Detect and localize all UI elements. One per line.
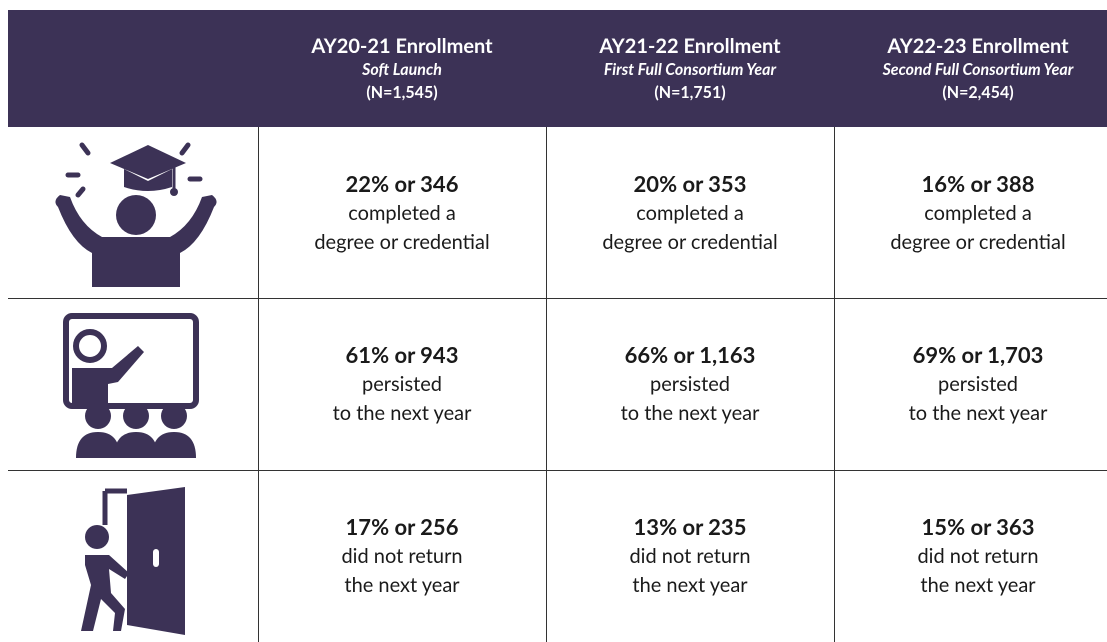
header-title: AY22-23 Enrollment [887,33,1069,58]
cell-text: did not return [629,543,751,568]
header-subtitle: First Full Consortium Year [603,59,777,79]
table-cell: 15% or 363 did not return the next year [834,470,1107,641]
cell-headline: 16% or 388 [921,169,1035,197]
cell-text: persisted [938,371,1018,396]
cell-text: completed a [636,200,744,225]
cell-headline: 61% or 943 [345,340,459,368]
table-cell: 22% or 346 completed a degree or credentia… [258,127,546,298]
header-title: AY20-21 Enrollment [311,33,493,58]
cell-headline: 17% or 256 [345,512,459,540]
cell-text: completed a [924,200,1032,225]
table-cell: 66% or 1,163 persisted to the next year [546,298,834,469]
header-subtitle: Soft Launch [362,59,442,79]
table-cell: 69% or 1,703 persisted to the next year [834,298,1107,469]
cell-headline: 69% or 1,703 [912,340,1044,368]
header-title: AY21-22 Enrollment [599,33,781,58]
header-cell: AY22-23 Enrollment Second Full Consortium… [834,10,1107,127]
table-cell: 13% or 235 did not return the next year [546,470,834,641]
cell-text: did not return [341,543,463,568]
cell-headline: 13% or 235 [633,512,747,540]
cell-text: to the next year [620,400,760,425]
column-divider [258,127,259,642]
cell-text: the next year [344,572,460,597]
table-cell: 17% or 256 did not return the next year [258,470,546,641]
row-divider [8,298,1107,299]
header-subtitle: Second Full Consortium Year [882,59,1074,79]
cell-text: did not return [917,543,1039,568]
cell-headline: 22% or 346 [345,169,459,197]
header-cell: AY20-21 Enrollment Soft Launch (N=1,545) [258,10,546,127]
cell-text: degree or credential [314,229,490,254]
table-cell: 61% or 943 persisted to the next year [258,298,546,469]
cell-text: completed a [348,200,456,225]
header-band [8,10,1107,127]
column-divider [834,127,835,642]
graduate-icon [55,142,217,287]
row-divider [8,470,1107,471]
cell-text: to the next year [332,400,472,425]
exit-icon [81,487,185,635]
cell-text: persisted [650,371,730,396]
column-divider [546,127,547,642]
header-count: (N=1,545) [366,82,438,102]
cell-text: the next year [920,572,1036,597]
cell-headline: 15% or 363 [921,512,1035,540]
cell-text: degree or credential [890,229,1066,254]
cell-headline: 20% or 353 [633,169,747,197]
cell-text: persisted [362,371,442,396]
teacher-icon [63,313,199,458]
cell-text: to the next year [908,400,1048,425]
header-cell: AY21-22 Enrollment First Full Consortium … [546,10,834,127]
header-count: (N=1,751) [654,82,726,102]
header-count: (N=2,454) [942,82,1014,102]
cell-headline: 66% or 1,163 [624,340,756,368]
cell-text: degree or credential [602,229,778,254]
cell-text: the next year [632,572,748,597]
table-cell: 16% or 388 completed a degree or credentia… [834,127,1107,298]
table-cell: 20% or 353 completed a degree or credentia… [546,127,834,298]
